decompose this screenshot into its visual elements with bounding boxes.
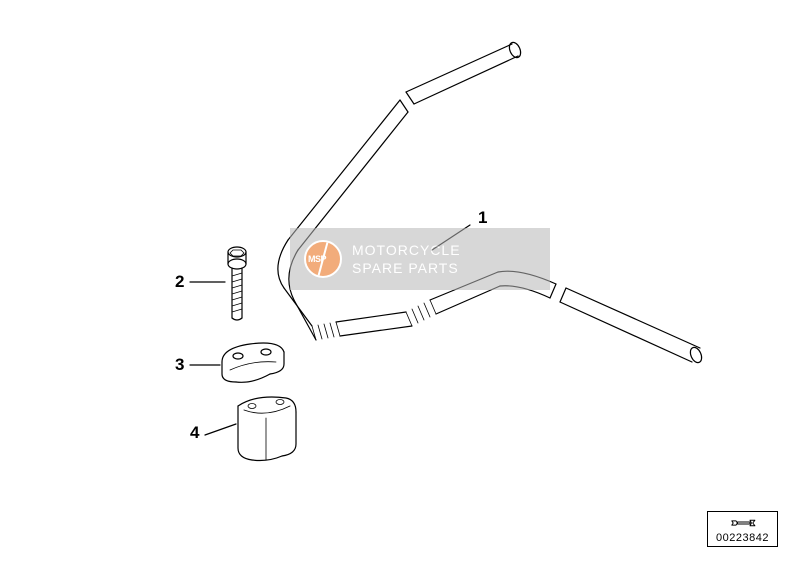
callout-3: 3 (175, 355, 184, 375)
wrench-icon (729, 516, 757, 530)
callout-1: 1 (478, 208, 487, 228)
watermark: MSP MOTORCYCLE SPARE PARTS (290, 228, 550, 290)
diagram-area: 1 2 3 4 MSP MOTORCYCLE SPARE PARTS 00223… (0, 0, 800, 565)
callout-2: 2 (175, 272, 184, 292)
footer-box: 00223842 (707, 511, 778, 547)
watermark-logo: MSP (304, 240, 342, 278)
watermark-logo-text: MSP (308, 254, 326, 264)
callout-4: 4 (190, 423, 199, 443)
watermark-line2: SPARE PARTS (352, 259, 461, 277)
watermark-text: MOTORCYCLE SPARE PARTS (352, 241, 461, 277)
watermark-line1: MOTORCYCLE (352, 241, 461, 259)
diagram-id: 00223842 (716, 532, 769, 544)
